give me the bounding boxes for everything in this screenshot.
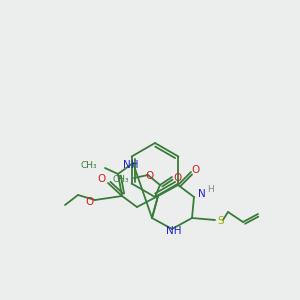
Text: CH₃: CH₃ [112,175,129,184]
Text: O: O [173,173,181,183]
Text: CH₃: CH₃ [80,161,97,170]
Text: O: O [97,174,105,184]
Text: O: O [145,171,153,181]
Text: NH: NH [123,160,139,170]
Text: N: N [198,189,206,199]
Text: NH: NH [166,226,182,236]
Text: O: O [86,197,94,207]
Text: H: H [208,184,214,194]
Text: O: O [192,165,200,175]
Text: S: S [218,216,224,226]
